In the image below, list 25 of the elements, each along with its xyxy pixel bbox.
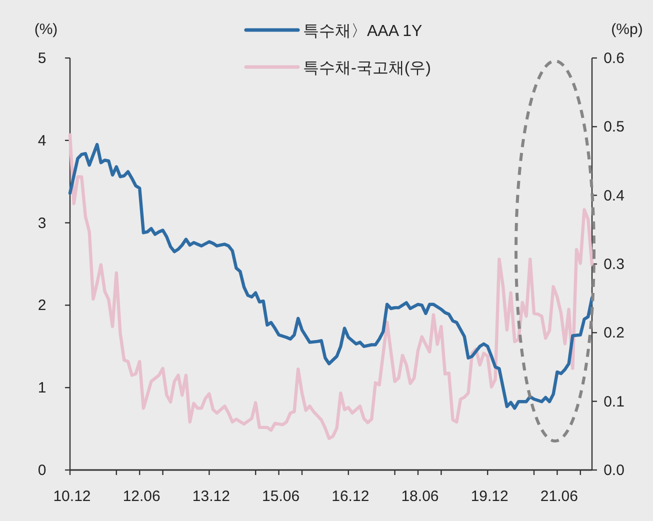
y2-tick-label: 0.3 [604,256,624,273]
x-tick-label: 19.12 [470,488,508,505]
y-tick-label: 4 [38,132,46,150]
y-tick-label: 2 [38,297,46,314]
y-tick-label: 5 [38,50,46,67]
y2-tick-label: 0.6 [604,50,624,67]
x-tick-label: 12.06 [122,488,160,505]
y-axis-title: (%) [34,21,58,38]
y2-tick-label: 0.0 [604,462,624,479]
y-tick-label: 0 [38,462,46,479]
y2-tick-label: 0.1 [604,393,624,410]
x-tick-label: 15.06 [262,488,300,505]
y2-axis-title: (%p) [611,21,643,38]
x-tick-label: 16.12 [332,488,370,505]
y-tick-label: 1 [38,380,46,397]
y-tick-label: 3 [38,214,46,232]
legend-label: 특수채-국고채(우) [303,60,431,77]
y2-tick-label: 0.5 [604,118,624,136]
x-tick-label: 10.12 [53,488,91,505]
y2-tick-label: 0.4 [604,187,624,204]
x-tick-label: 21.06 [540,488,578,505]
x-tick-label: 18.06 [401,488,439,505]
y2-tick-label: 0.2 [604,324,624,342]
legend-label: 특수채〉AAA 1Y [303,23,422,40]
x-tick-label: 13.12 [192,488,230,505]
